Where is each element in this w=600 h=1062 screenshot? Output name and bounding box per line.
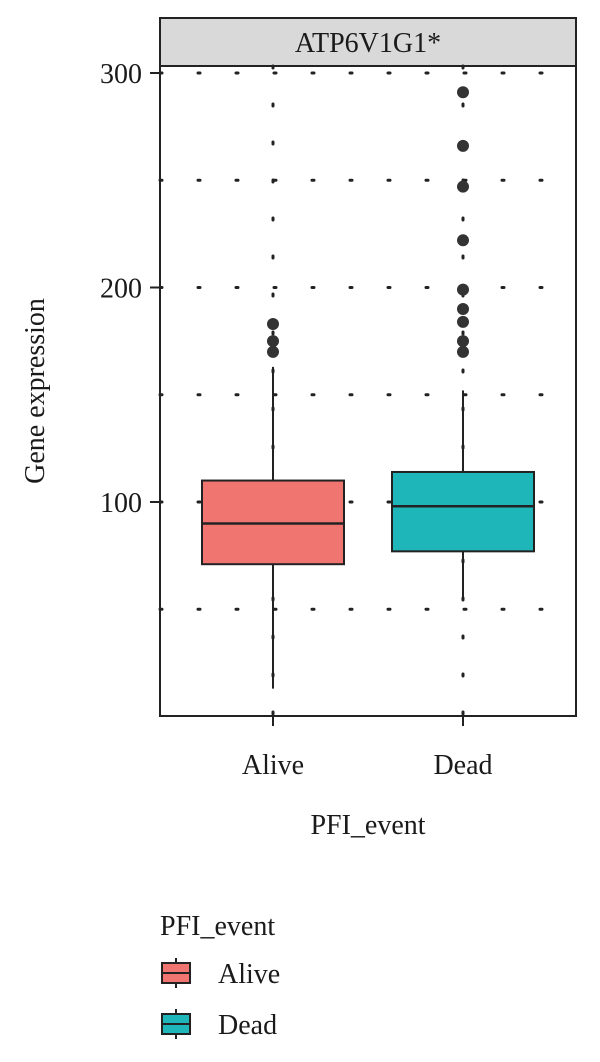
facet-strip [159,17,577,67]
legend-item-dead: Dead [161,1009,277,1041]
outlier-point [457,283,469,296]
y-axis-ticks: 100 200 300 [100,59,160,519]
legend-item-alive: Alive [161,958,280,990]
x-axis-ticks: Alive Dead [242,716,493,781]
x-axis-label: PFI_event [310,810,425,841]
outlier-point [457,335,469,348]
outlier-point [267,335,279,348]
outlier-point [457,345,469,358]
y-tick-label: 200 [100,274,142,305]
outlier-point [457,139,469,152]
box-alive [201,317,345,689]
y-tick-label: 300 [100,59,142,90]
x-tick-label: Dead [433,750,492,781]
y-tick-label: 100 [100,488,142,519]
legend-title: PFI_event [160,911,275,942]
outlier-point [457,86,469,99]
boxes [201,86,535,689]
box-dead [391,86,535,599]
outlier-point [457,180,469,193]
legend-label: Alive [218,959,280,990]
outlier-point [267,317,279,330]
box-iqr [391,470,535,553]
plot-panel [159,65,577,717]
legend-label: Dead [218,1010,277,1041]
outlier-point [267,345,279,358]
outlier-point [457,234,469,247]
outlier-point [457,302,469,315]
y-axis-label: Gene expression [20,298,51,484]
outlier-point [457,315,469,328]
facet-title: ATP6V1G1* [295,28,441,59]
x-tick-label: Alive [242,750,304,781]
legend: PFI_event Alive Dead [160,911,280,1041]
